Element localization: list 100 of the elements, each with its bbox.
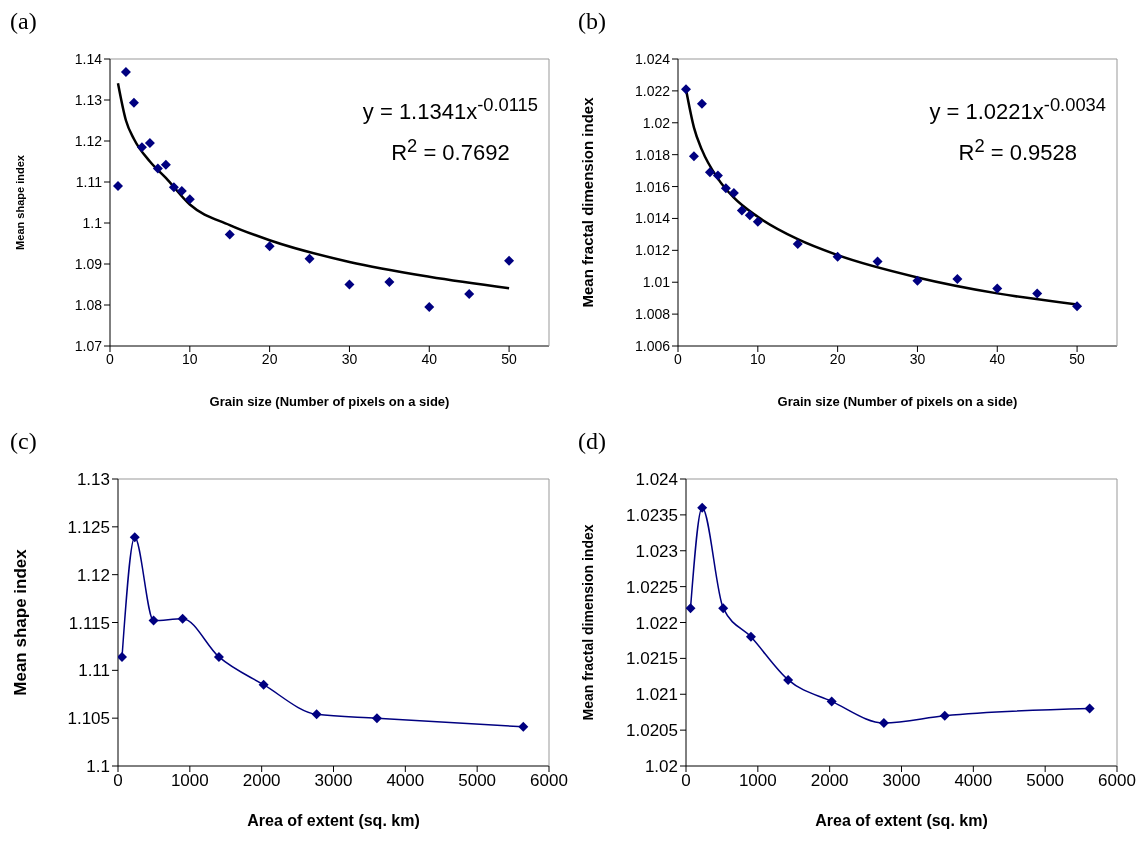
y-tick-label: 1.14 (74, 50, 103, 67)
point (213, 651, 224, 662)
y-axis-title: Mean fractal dimension index (579, 524, 596, 721)
point (258, 679, 269, 690)
y-tick-label: 1.024 (635, 470, 678, 490)
y-axis-title: Mean shape index (11, 548, 31, 696)
x-tick-label: 10 (182, 350, 198, 367)
y-tick-label: 1.115 (68, 613, 110, 633)
point (712, 170, 723, 181)
y-tick-label: 1.023 (635, 541, 678, 561)
x-tick-label: 5000 (458, 771, 497, 791)
x-tick-label: 2000 (242, 771, 281, 791)
x-tick-label: 40 (989, 350, 1006, 367)
x-axis-title: Grain size (Number of pixels on a side) (777, 394, 1018, 409)
y-tick-label: 1.08 (74, 296, 103, 313)
chart-title: (d) (577, 428, 607, 456)
y-tick-label: 1.014 (634, 210, 671, 227)
y-tick-label: 1.13 (74, 91, 103, 108)
x-tick-label: 3000 (314, 771, 353, 791)
point (264, 241, 275, 252)
point (371, 713, 382, 724)
x-tick-label: 20 (261, 350, 278, 367)
x-tick-label: 50 (501, 350, 518, 367)
x-tick-label: 1000 (738, 771, 777, 791)
point (752, 216, 763, 227)
point (118, 651, 128, 662)
annotation: y = 1.1341x$^{-0.0115}$ (362, 93, 538, 127)
point (176, 186, 187, 197)
point (744, 210, 755, 221)
point (504, 255, 515, 266)
y-tick-label: 1.12 (76, 565, 110, 585)
point (686, 603, 696, 614)
y-tick-label: 1.022 (635, 613, 678, 633)
point (464, 288, 475, 299)
x-tick-label: 0 (681, 771, 691, 791)
point (912, 275, 923, 286)
point (872, 256, 883, 267)
point (177, 613, 188, 624)
y-tick-label: 1.012 (634, 242, 671, 259)
y-tick-label: 1.024 (634, 50, 671, 67)
point (826, 696, 837, 707)
x-tick-label: 0 (113, 771, 123, 791)
point (783, 674, 794, 685)
y-tick-label: 1.0235 (626, 505, 678, 525)
y-tick-label: 1.022 (634, 82, 671, 99)
y-tick-label: 1.105 (67, 709, 110, 729)
point (311, 709, 322, 720)
x-tick-label: 0 (674, 350, 683, 367)
point (952, 274, 963, 285)
x-tick-label: 40 (421, 350, 438, 367)
point (424, 302, 435, 313)
x-tick-label: 6000 (530, 771, 568, 791)
x-tick-label: 6000 (1098, 771, 1136, 791)
y-tick-label: 1.11 (78, 661, 110, 681)
y-tick-label: 1.008 (634, 306, 671, 323)
point (696, 98, 707, 109)
y-tick-label: 1.125 (67, 517, 110, 537)
point (112, 181, 123, 192)
annotation: R$^{2}$ = 0.9528 (957, 134, 1078, 168)
point (136, 142, 147, 153)
x-tick-label: 30 (341, 350, 358, 367)
x-tick-label: 50 (1069, 350, 1086, 367)
point (344, 279, 355, 290)
point (720, 183, 731, 194)
y-tick-label: 1.12 (74, 132, 103, 149)
point (718, 603, 729, 614)
point (148, 615, 159, 626)
y-tick-label: 1.02 (644, 757, 678, 777)
x-tick-label: 5000 (1026, 771, 1065, 791)
point (704, 167, 715, 178)
y-tick-label: 1.1 (82, 214, 103, 231)
y-axis-title: Mean fractal dimension index (579, 96, 597, 308)
point (184, 194, 195, 205)
point (745, 631, 756, 642)
point (1072, 301, 1083, 312)
y-axis-title: Mean shape index (13, 154, 26, 250)
point (688, 151, 699, 162)
point (168, 182, 179, 193)
point (120, 67, 131, 78)
x-axis-title: Grain size (Number of pixels on a side) (209, 394, 450, 409)
annotation: y = 1.0221x$^{-0.0034}$ (929, 93, 1106, 127)
x-tick-label: 0 (106, 350, 115, 367)
point (152, 163, 163, 174)
x-tick-label: 2000 (810, 771, 849, 791)
y-tick-label: 1.11 (75, 173, 103, 190)
x-tick-label: 3000 (882, 771, 921, 791)
x-axis-title: Area of extent (sq. km) (815, 812, 988, 829)
x-tick-label: 1000 (170, 771, 209, 791)
point (128, 97, 139, 108)
point (144, 138, 155, 149)
point (939, 710, 950, 721)
x-tick-label: 30 (909, 350, 926, 367)
point (878, 717, 889, 728)
x-tick-label: 4000 (386, 771, 425, 791)
y-tick-label: 1.0225 (626, 577, 678, 597)
y-tick-label: 1.021 (635, 685, 678, 705)
point (728, 187, 739, 198)
point (518, 721, 529, 732)
point (1084, 703, 1095, 714)
x-tick-label: 4000 (954, 771, 993, 791)
